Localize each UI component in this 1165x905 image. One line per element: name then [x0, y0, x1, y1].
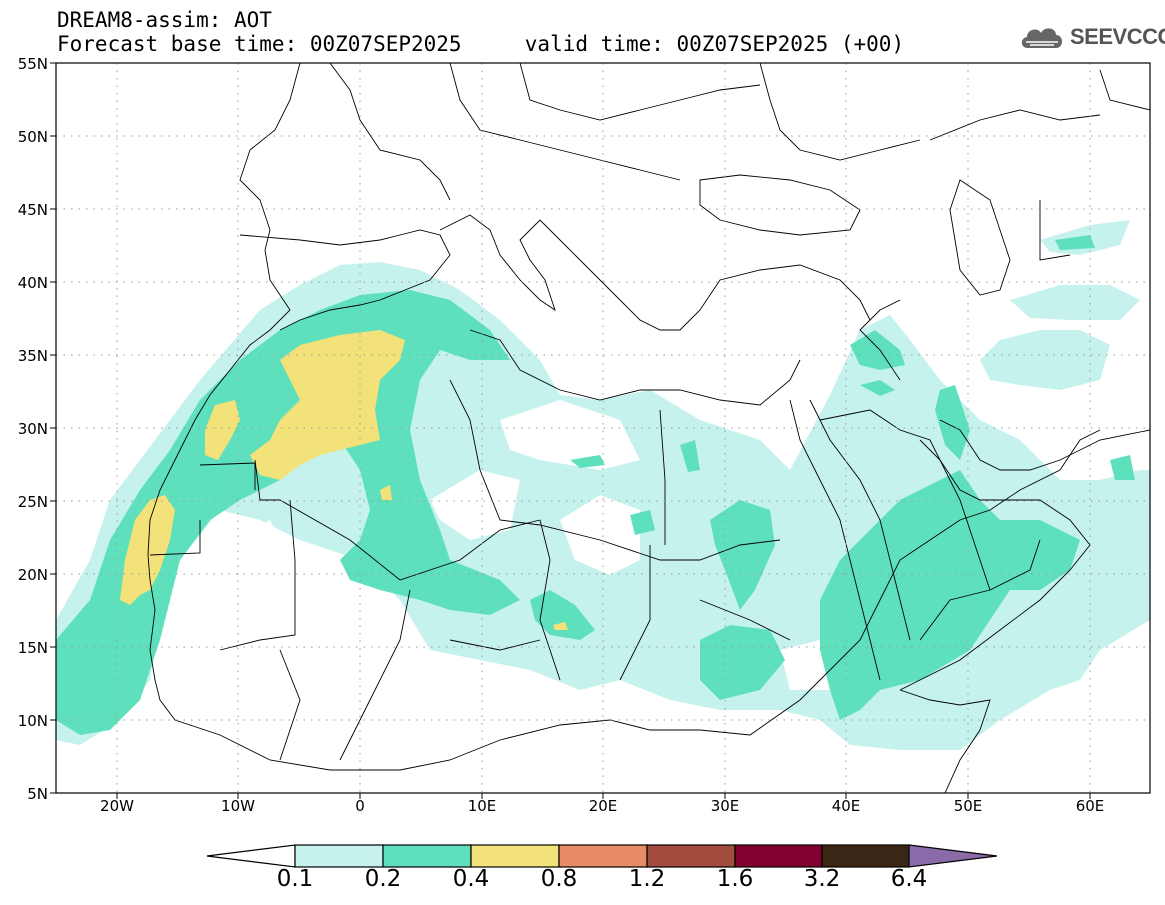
lon-label: 0 — [355, 797, 365, 815]
seevccc-logo: SEEVCCC — [1018, 22, 1165, 52]
lon-label: 10W — [221, 797, 255, 815]
colorbar-label: 0.8 — [540, 866, 578, 892]
lon-label: 20W — [100, 797, 134, 815]
colorbar-label: 6.4 — [890, 866, 928, 892]
lat-label: 5N — [27, 785, 48, 803]
lon-label: 20E — [588, 797, 618, 815]
lat-label: 45N — [17, 201, 48, 219]
lon-label: 30E — [710, 797, 740, 815]
lat-label: 20N — [17, 566, 48, 584]
colorbar-label: 0.2 — [364, 866, 402, 892]
colorbar-label: 1.2 — [628, 866, 666, 892]
title-line-1: DREAM8-assim: AOT — [57, 8, 272, 32]
lat-label: 40N — [17, 274, 48, 292]
lon-label: 40E — [831, 797, 861, 815]
lon-label: 50E — [953, 797, 983, 815]
cloud-icon — [1021, 28, 1062, 48]
lat-label: 55N — [17, 55, 48, 73]
colorbar-label: 0.1 — [276, 866, 314, 892]
lat-label: 25N — [17, 493, 48, 511]
colorbar-label: 0.4 — [452, 866, 490, 892]
logo-text: SEEVCCC — [1070, 24, 1165, 49]
lat-label: 50N — [17, 128, 48, 146]
lon-label: 10E — [467, 797, 497, 815]
map-title: DREAM8-assim: AOT Forecast base time: 00Z… — [57, 8, 904, 56]
colorbar-label: 3.2 — [803, 866, 841, 892]
coastlines — [147, 63, 1150, 793]
lat-label: 15N — [17, 639, 48, 657]
lat-label: 10N — [17, 712, 48, 730]
graticule — [56, 63, 1150, 793]
lat-label: 30N — [17, 420, 48, 438]
lon-label: 60E — [1075, 797, 1105, 815]
axis-ticks — [50, 62, 1091, 799]
colorbar-label: 1.6 — [716, 866, 754, 892]
title-line-2: Forecast base time: 00Z07SEP2025 valid t… — [57, 32, 905, 56]
lat-label: 35N — [17, 347, 48, 365]
